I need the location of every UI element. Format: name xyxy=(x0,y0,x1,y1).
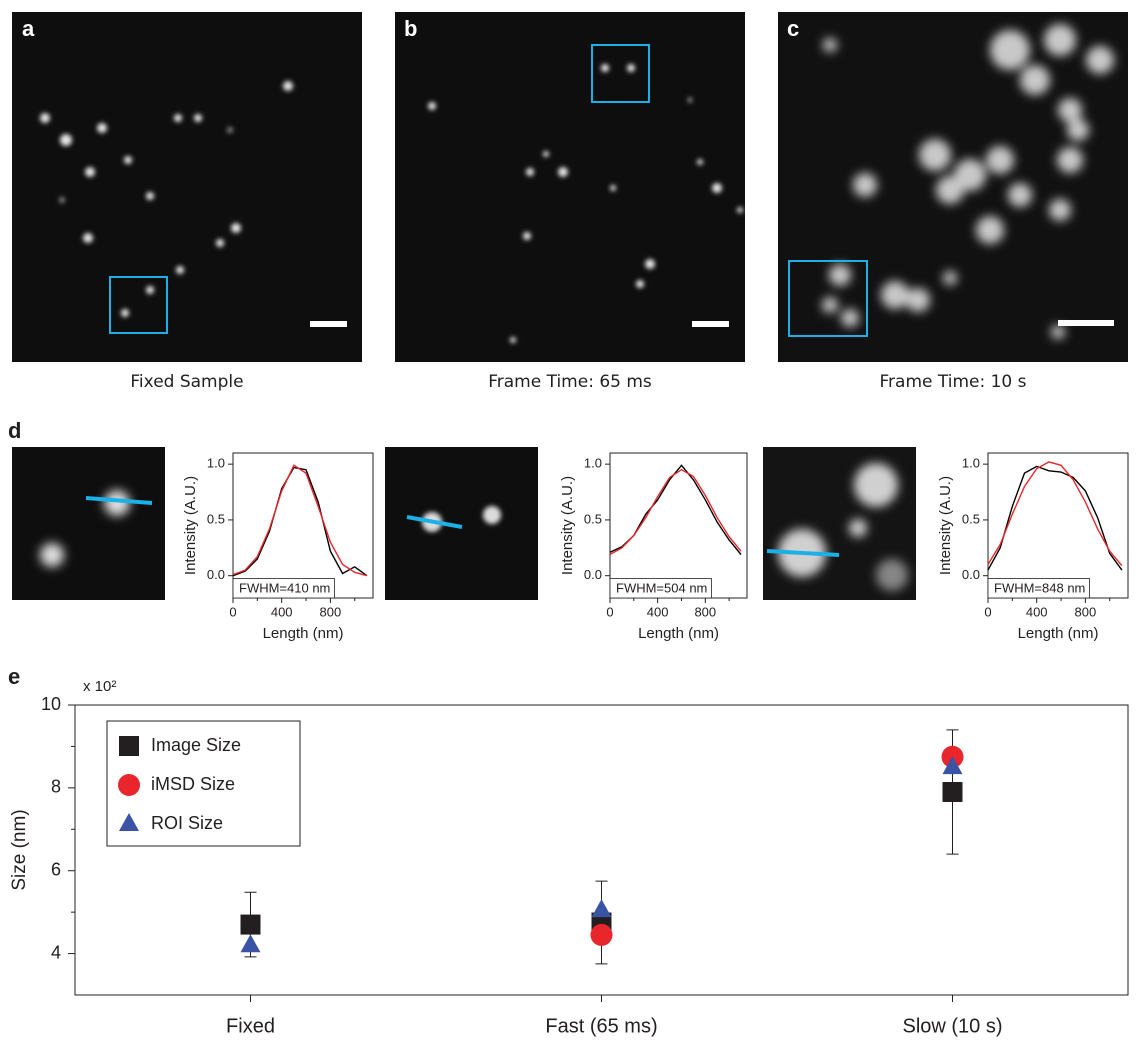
zoom-c xyxy=(763,447,916,600)
marker-triangle xyxy=(241,934,261,952)
marker-square xyxy=(943,782,963,802)
fwhm-label: FWHM=410 nm xyxy=(239,580,330,595)
legend-label: iMSD Size xyxy=(151,774,235,794)
plot-frame xyxy=(988,453,1128,598)
marker-triangle xyxy=(592,899,612,917)
panel-letter: e xyxy=(8,664,20,689)
x-tick-label: Fixed xyxy=(226,1015,275,1037)
x-tick-label: 400 xyxy=(271,604,293,619)
zoom-b xyxy=(385,447,538,600)
y-tick-label: 1.0 xyxy=(207,456,225,471)
micrograph-c xyxy=(778,12,1128,362)
x-tick-label: Fast (65 ms) xyxy=(545,1015,657,1037)
panel-caption: Frame Time: 65 ms xyxy=(488,372,652,392)
x-tick-label: 800 xyxy=(694,604,716,619)
marker-circle xyxy=(591,924,613,946)
y-tick-label: 1.0 xyxy=(962,456,980,471)
y-axis-label: Size (nm) xyxy=(9,809,30,890)
y-tick-label: 4 xyxy=(51,942,61,962)
plot-frame xyxy=(610,453,747,598)
x-tick-label: 0 xyxy=(229,604,236,619)
y-tick-label: 0.5 xyxy=(962,511,980,526)
legend-swatch xyxy=(119,736,139,756)
fwhm-label: FWHM=504 nm xyxy=(616,580,707,595)
panel-letter: a xyxy=(22,16,35,41)
x-axis-label: Length (nm) xyxy=(263,625,344,642)
fwhm-label: FWHM=848 nm xyxy=(994,580,1085,595)
axis-multiplier: x 10² xyxy=(83,678,116,695)
y-axis-label: Intensity (A.U.) xyxy=(559,476,576,575)
y-tick-label: 0.5 xyxy=(584,511,602,526)
x-axis-label: Length (nm) xyxy=(1018,625,1099,642)
legend-label: ROI Size xyxy=(151,813,223,833)
panel-caption: Frame Time: 10 s xyxy=(880,372,1027,392)
panel-caption: Fixed Sample xyxy=(130,372,243,392)
legend-swatch xyxy=(118,774,140,796)
x-tick-label: 400 xyxy=(647,604,669,619)
y-tick-label: 0.0 xyxy=(962,567,980,582)
panel-letter: d xyxy=(8,418,21,443)
y-axis-label: Intensity (A.U.) xyxy=(182,476,199,575)
micrograph-b xyxy=(395,12,745,362)
x-tick-label: 400 xyxy=(1026,604,1048,619)
x-axis-label: Length (nm) xyxy=(638,625,719,642)
y-tick-label: 6 xyxy=(51,859,61,879)
zoom-a xyxy=(12,447,165,600)
y-axis-label: Intensity (A.U.) xyxy=(937,476,954,575)
x-tick-label: 0 xyxy=(606,604,613,619)
marker-square xyxy=(241,915,261,935)
y-tick-label: 0.0 xyxy=(584,567,602,582)
panel-letter: b xyxy=(404,16,417,41)
y-tick-label: 0.5 xyxy=(207,511,225,526)
legend-label: Image Size xyxy=(151,735,241,755)
plot-frame xyxy=(233,453,373,598)
y-tick-label: 8 xyxy=(51,777,61,797)
micrograph-a xyxy=(12,12,362,362)
x-tick-label: 0 xyxy=(984,604,991,619)
x-tick-label: 800 xyxy=(320,604,342,619)
y-tick-label: 10 xyxy=(41,694,61,714)
y-tick-label: 1.0 xyxy=(584,456,602,471)
panel-letter: c xyxy=(787,16,799,41)
x-tick-label: 800 xyxy=(1075,604,1097,619)
figure: a b c Fixed Sample Frame Time: 65 ms Fra… xyxy=(0,0,1136,1063)
x-tick-label: Slow (10 s) xyxy=(902,1015,1002,1037)
y-tick-label: 0.0 xyxy=(207,567,225,582)
